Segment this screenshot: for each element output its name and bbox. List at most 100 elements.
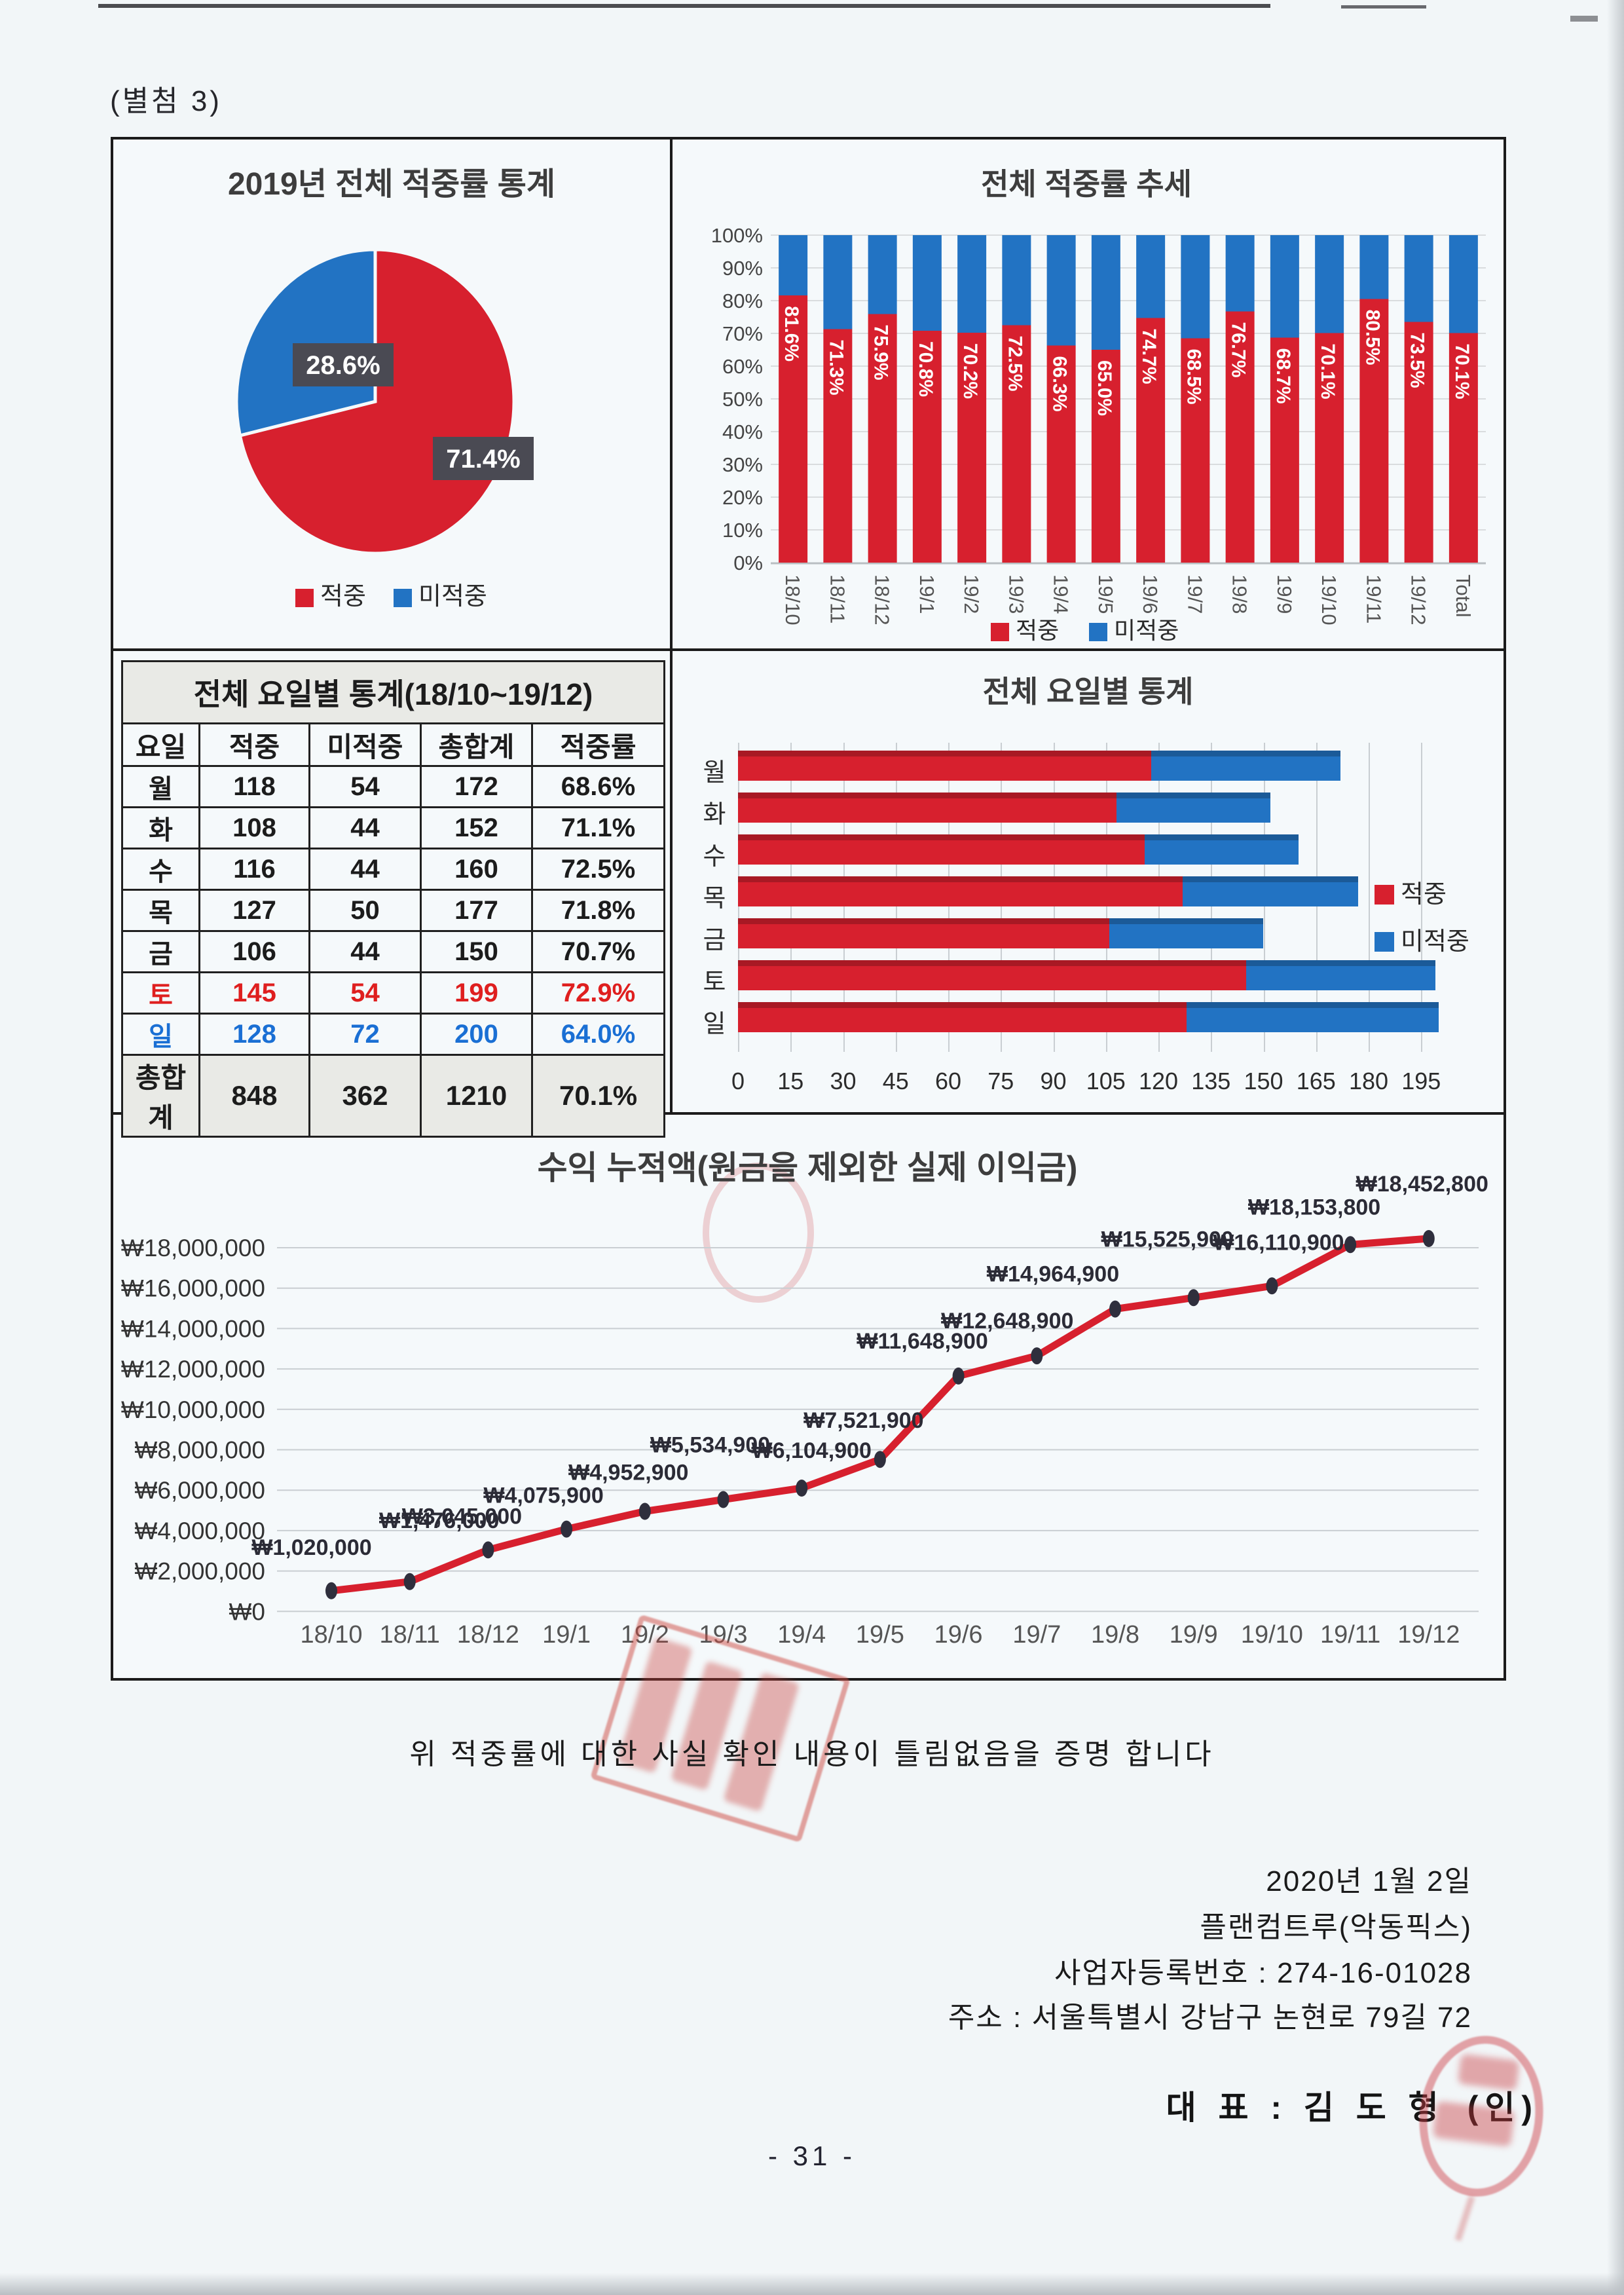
certification-text: 위 적중률에 대한 사실 확인 내용이 틀림없음을 증명 합니다 [409,1738,1215,1770]
table-header-cell: 미적중 [308,722,422,767]
table-cell: 172 [420,765,533,808]
bar-segment-miss [1116,793,1271,823]
data-point-marker [717,1491,729,1508]
y-axis-category-label: 화 [703,801,726,829]
point-value-label: ₩1,476,000 [379,1508,499,1533]
legend-swatch-hit [295,589,314,607]
weekday-stats-table: 전체 요일별 통계(18/10~19/12) 요일 적중 미적중 총합계 적중률 월 118 5… [120,660,666,1138]
bar-segment-miss [779,235,808,295]
table-cell: 152 [420,806,533,849]
table-cell: 1210 [420,1054,533,1138]
bar-segment-miss [1449,235,1478,333]
representative-line: 대 표 : 김 도 형 (인) [1166,2081,1539,2129]
signoff-date: 2020년 1월 2일 [1266,1865,1472,1897]
data-point-marker [403,1573,416,1590]
x-axis-tick-label: 18/12 [457,1621,519,1649]
bar-segment-hit [738,793,1116,823]
x-axis-tick-label: 180 [1348,1068,1389,1094]
bar-segment-hit [1359,299,1389,563]
seal-stamp-smudge [1454,2195,1475,2241]
y-axis-category-label: 목 [703,885,726,912]
x-axis-tick-label: 18/10 [300,1621,362,1649]
table-header-cell: 총합계 [420,722,533,767]
weekday-bar-chart-title: 전체 요일별 통계 [982,675,1194,709]
legend-label-miss: 미적중 [418,583,487,610]
point-value-label: ₩3,045,000 [402,1504,522,1529]
y-axis-category-label: 토 [703,969,726,996]
x-axis-tick-label: 15 [777,1068,804,1094]
bar-value-label: 70.1% [1317,344,1338,400]
point-value-label: ₩11,648,900 [857,1329,987,1354]
y-axis-category-label: 금 [703,927,726,954]
table-cell: 160 [420,848,533,891]
bar-segment-hit [1449,333,1478,563]
profit-line-chart-panel: 수익 누적액(원금을 제외한 실제 이익금) ₩18,000,000 ₩16,000… [113,1115,1504,1678]
scan-artifact-line [1341,5,1426,9]
table-row: 총합계 848 362 1210 70.1% [121,1054,666,1138]
bar-segment-miss [1225,235,1255,312]
grid-line [1369,743,1370,1052]
y-axis-tick-label: ₩12,000,000 [121,1356,265,1383]
x-axis-tick-label: 19/12 [1397,1621,1460,1649]
attachment-label: (별첨 3) [110,85,222,117]
y-axis-tick-label: 30% [722,453,763,476]
table-cell: 44 [308,848,422,891]
bar-value-label: 72.5% [1004,336,1025,392]
table-cell: 118 [198,765,310,808]
bar-segment-miss [1136,235,1166,318]
x-axis-tick-label: 19/10 [1241,1621,1303,1649]
bar-value-label: 70.1% [1451,344,1473,400]
bar-segment-hit [1315,333,1344,563]
table-row: 목 127 50 177 71.8% [121,889,666,932]
bar-segment-hit [1404,322,1433,563]
bar-segment-hit [1091,350,1120,563]
table-cell: 44 [308,806,422,849]
table-cell: 일 [121,1013,200,1056]
table-cell: 50 [308,889,422,932]
bar-value-label: 68.5% [1183,349,1204,405]
bar-segment-miss [1315,235,1344,333]
bar-value-label: 71.3% [825,340,847,396]
table-cell: 108 [198,806,310,849]
line-chart: 수익 누적액(원금을 제외한 실제 이익금) ₩18,000,000 ₩16,000… [121,1149,1488,1649]
table-cell: 106 [198,930,310,973]
bar-segment-miss [1151,751,1341,781]
table-row: 수 116 44 160 72.5% [121,848,666,891]
table-title-row: 전체 요일별 통계(18/10~19/12) [120,660,666,724]
y-axis-tick-label: ₩0 [229,1598,266,1625]
bar-segment-miss [1183,876,1358,906]
table-header-cell: 요일 [121,722,200,767]
bar-segment-hit [1136,318,1166,563]
x-axis-tick-label: 195 [1401,1068,1441,1094]
table-cell: 44 [308,930,422,973]
x-axis-tick-label: 19/1 [542,1621,591,1649]
x-axis-tick-label: 18/11 [380,1621,440,1649]
table-cell: 목 [121,889,200,932]
x-axis-tick-label: 19/6 [1139,574,1162,614]
pie-label-miss-box [293,343,394,386]
bar-segment-hit [1225,311,1255,563]
x-axis-tick-label: 19/10 [1318,574,1340,625]
bar-segment-miss [1144,834,1299,865]
page-number: - 31 - [767,2140,857,2171]
x-axis-tick-label: 19/7 [1012,1621,1061,1649]
y-axis-tick-label: ₩6,000,000 [134,1477,265,1504]
x-axis-tick-label: 18/10 [781,574,804,625]
x-axis-tick-label: 19/3 [699,1621,748,1649]
data-point-marker [1187,1289,1200,1307]
table-cell: 64.0% [530,1013,666,1056]
seal-stamp-icon [1410,2028,1553,2204]
data-point-marker [1422,1230,1435,1247]
table-header-cell: 적중 [198,722,310,767]
y-axis-tick-label: 80% [722,289,763,312]
table-cell: 128 [198,1013,310,1056]
pie-label-miss: 28.6% [306,351,380,380]
legend-swatch-miss [1089,623,1107,641]
x-axis-tick-label: 19/11 [1362,574,1385,624]
x-axis-tick-label: 19/1 [915,574,938,614]
signoff-address: 주소 : 서울특별시 강남구 논현로 79길 72 [948,2002,1472,2034]
bar-segment-hit [779,295,808,563]
pie-label-hit-box [433,437,534,480]
point-value-label: ₩14,964,900 [987,1262,1119,1287]
bar-value-label: 70.8% [915,341,936,397]
